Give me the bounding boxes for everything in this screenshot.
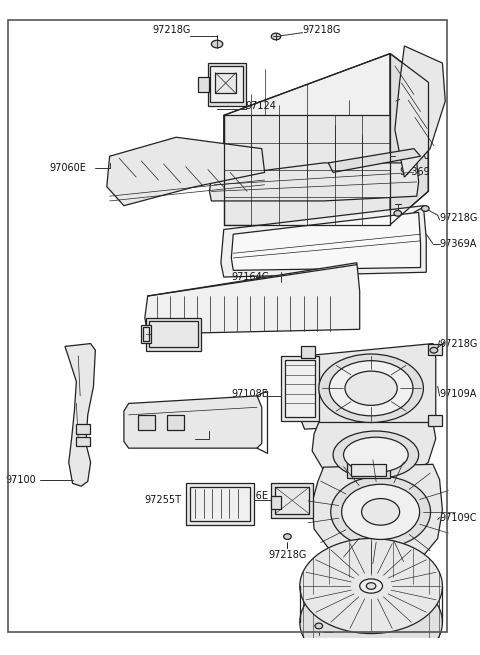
Bar — [138, 415, 155, 430]
Text: 97255T: 97255T — [144, 495, 181, 506]
Polygon shape — [124, 396, 262, 448]
Bar — [167, 415, 184, 430]
Bar — [271, 483, 313, 517]
Text: 97218G: 97218G — [333, 629, 372, 639]
Bar — [285, 360, 315, 417]
Ellipse shape — [342, 484, 420, 540]
Text: 97060E: 97060E — [49, 162, 86, 173]
Text: 97124: 97124 — [246, 101, 276, 111]
Bar — [428, 344, 443, 355]
Polygon shape — [395, 46, 445, 177]
Bar — [348, 460, 390, 477]
Ellipse shape — [319, 354, 423, 422]
Bar — [149, 321, 198, 347]
Polygon shape — [231, 212, 420, 271]
Polygon shape — [224, 115, 390, 225]
Ellipse shape — [345, 371, 397, 405]
Text: 97176E: 97176E — [231, 491, 268, 500]
Text: 97108E: 97108E — [231, 389, 268, 399]
Bar — [281, 356, 319, 421]
Bar — [428, 415, 443, 426]
Text: 97945: 97945 — [333, 573, 363, 584]
Bar — [76, 437, 90, 446]
Text: 97127: 97127 — [400, 93, 431, 103]
Text: 94160: 94160 — [400, 151, 430, 161]
Text: 97369A: 97369A — [440, 238, 477, 249]
Bar — [76, 424, 90, 434]
Polygon shape — [209, 163, 419, 201]
Bar — [190, 487, 251, 521]
Ellipse shape — [333, 431, 419, 479]
Bar — [210, 66, 243, 102]
Ellipse shape — [329, 361, 413, 416]
Bar — [351, 464, 386, 476]
Bar — [207, 63, 246, 106]
Polygon shape — [65, 344, 96, 486]
Ellipse shape — [300, 538, 443, 633]
Polygon shape — [224, 54, 390, 177]
Text: 97164C: 97164C — [231, 272, 268, 282]
Polygon shape — [312, 464, 443, 562]
Bar — [275, 487, 309, 514]
Ellipse shape — [271, 33, 281, 40]
Bar — [271, 496, 281, 509]
Bar — [141, 326, 151, 343]
Text: 97620C: 97620C — [151, 341, 189, 350]
Text: 97100: 97100 — [6, 474, 36, 485]
Text: 97358: 97358 — [159, 436, 191, 445]
Ellipse shape — [300, 574, 443, 655]
Polygon shape — [312, 422, 436, 483]
Polygon shape — [221, 206, 426, 277]
Bar — [143, 328, 149, 341]
Bar — [198, 77, 209, 92]
Bar — [146, 318, 201, 351]
Polygon shape — [145, 263, 360, 334]
Polygon shape — [328, 149, 420, 172]
Ellipse shape — [331, 476, 431, 548]
Text: 97109C: 97109C — [440, 513, 477, 523]
Polygon shape — [301, 344, 436, 429]
Text: 97218G: 97218G — [440, 213, 478, 223]
Text: 97218G: 97218G — [303, 25, 341, 35]
Text: 97369: 97369 — [400, 168, 431, 178]
Text: 97109A: 97109A — [440, 389, 477, 399]
Ellipse shape — [421, 206, 429, 212]
Polygon shape — [390, 54, 428, 225]
Ellipse shape — [361, 498, 400, 525]
Ellipse shape — [394, 210, 402, 216]
Polygon shape — [107, 138, 264, 206]
Text: 97218G: 97218G — [152, 25, 191, 35]
Bar — [186, 483, 254, 525]
Text: 97218G: 97218G — [440, 339, 478, 348]
Ellipse shape — [360, 579, 383, 593]
Ellipse shape — [344, 438, 408, 472]
Ellipse shape — [211, 40, 223, 48]
Ellipse shape — [366, 583, 376, 590]
Text: 97218G: 97218G — [268, 550, 307, 560]
Ellipse shape — [284, 534, 291, 540]
Bar — [301, 346, 315, 358]
Ellipse shape — [315, 623, 323, 629]
Bar — [215, 73, 236, 94]
Ellipse shape — [430, 347, 438, 353]
